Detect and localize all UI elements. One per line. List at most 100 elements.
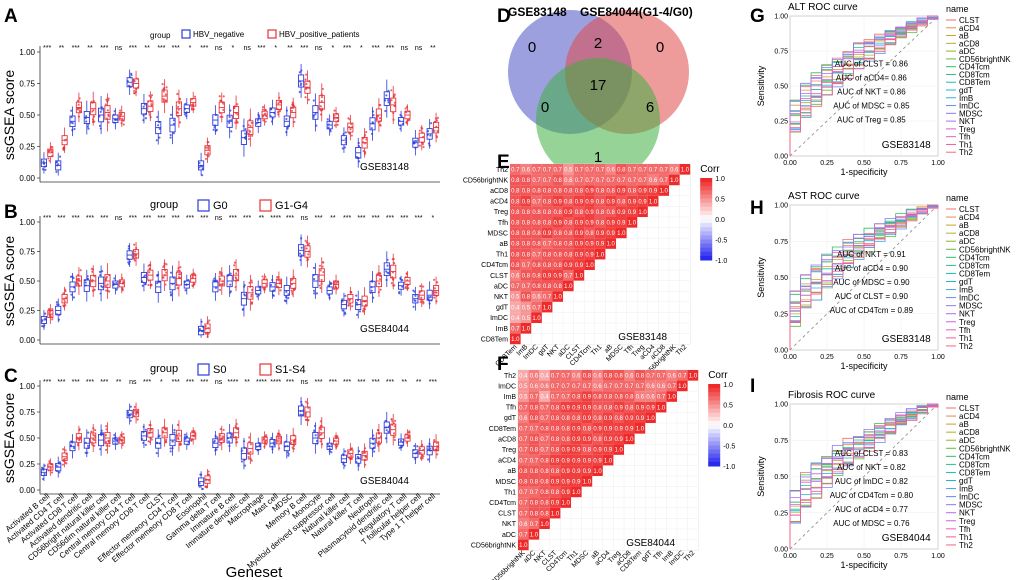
box-point xyxy=(256,121,260,124)
box-point xyxy=(57,163,60,166)
box-point xyxy=(229,109,232,112)
legend-label-1: HBV_positive_patients xyxy=(279,30,360,39)
heatmap-cell xyxy=(616,195,627,207)
heatmap-cell xyxy=(518,433,529,445)
box-point xyxy=(422,302,425,305)
legend-label-1: S1-S4 xyxy=(275,364,306,376)
box-point xyxy=(207,147,210,150)
box-point xyxy=(78,437,81,441)
box-point xyxy=(101,270,104,273)
auc-annotation: AUC of CD4Tcm = 0.80 xyxy=(830,491,914,500)
heatmap-row-label: ImB xyxy=(504,394,517,401)
heatmap-value: 0.9 xyxy=(585,252,594,258)
dataset-label: GSE84044 xyxy=(360,324,409,335)
heatmap-value: 0.7 xyxy=(596,168,605,174)
legend-label: Th2 xyxy=(959,148,973,157)
box-point xyxy=(313,292,316,295)
box-point xyxy=(147,100,150,103)
box-point xyxy=(276,285,279,288)
heatmap-cell xyxy=(518,507,529,519)
box-point xyxy=(113,437,116,440)
box-point xyxy=(206,473,210,476)
box-point xyxy=(278,100,281,104)
heatmap-cell xyxy=(528,412,540,423)
box-point xyxy=(164,428,167,431)
heatmap-cell xyxy=(584,174,595,186)
box-point xyxy=(387,99,390,102)
heatmap-value: 0.7 xyxy=(519,437,528,443)
significance-label: * xyxy=(331,45,334,52)
panel-letter-b: B xyxy=(4,202,18,223)
box-point xyxy=(200,329,204,333)
heatmap-cell xyxy=(539,454,550,466)
box-point xyxy=(163,434,166,438)
box-point xyxy=(408,431,411,434)
heatmap-cell xyxy=(531,291,542,302)
box-point xyxy=(406,287,409,290)
heatmap-cell xyxy=(510,270,521,281)
box-point xyxy=(150,104,153,108)
box-point xyxy=(279,108,282,111)
box-point xyxy=(341,300,344,303)
box-point xyxy=(312,116,315,119)
heatmap-value: 0.7 xyxy=(511,168,520,174)
significance-label: *** xyxy=(100,45,108,52)
heatmap-cell xyxy=(549,380,561,392)
box-point xyxy=(398,124,402,127)
box-point xyxy=(91,118,95,121)
colorbar-segment xyxy=(708,449,721,455)
box-point xyxy=(420,289,423,293)
heatmap-value: 0.7 xyxy=(657,395,666,401)
box-point xyxy=(134,253,138,256)
significance-label: *** xyxy=(243,215,251,222)
heatmap-value: 0.8 xyxy=(596,221,605,227)
box-point xyxy=(169,447,172,450)
y-tick-label: 1.00 xyxy=(774,14,788,21)
heatmap-value: 0.7 xyxy=(532,305,541,311)
heatmap-value: 0.7 xyxy=(543,178,552,184)
box-point xyxy=(172,276,175,279)
heatmap-cell xyxy=(528,444,540,455)
heatmap-cell xyxy=(563,185,574,196)
heatmap-value: 0.9 xyxy=(596,242,605,248)
heatmap-cell xyxy=(520,312,532,323)
box-point xyxy=(127,84,131,87)
heatmap-cell xyxy=(592,370,603,381)
heatmap-value: 0.6 xyxy=(670,168,679,174)
heatmap-cell xyxy=(541,248,553,260)
box-point xyxy=(236,278,239,282)
box-point xyxy=(133,92,136,95)
box-point xyxy=(393,262,396,265)
heatmap-value: 1.0 xyxy=(628,221,637,227)
box-point xyxy=(144,282,147,286)
heatmap-value: 0.8 xyxy=(540,501,549,507)
legend-label: Tfh xyxy=(959,326,971,335)
heatmap-value: 0.7 xyxy=(543,295,552,301)
box-point xyxy=(220,442,223,445)
box-point xyxy=(433,287,437,290)
heatmap-row-label: CD56brightNK xyxy=(471,542,516,549)
heatmap-value: 0.9 xyxy=(562,469,571,475)
box-point xyxy=(207,327,210,330)
box-point xyxy=(243,285,246,288)
box-point xyxy=(291,101,294,104)
roc-title: ALT ROC curve xyxy=(788,2,858,13)
box-point xyxy=(300,254,303,257)
roc-title: Fibrosis ROC curve xyxy=(788,390,876,401)
box-point xyxy=(43,324,46,327)
box-point xyxy=(47,157,50,160)
legend-label: Th1 xyxy=(959,533,973,542)
box-point xyxy=(100,434,103,437)
heatmap-row-label: Th2 xyxy=(504,373,516,380)
heatmap-value: 0.5 xyxy=(519,384,528,390)
heatmap-value: 1.0 xyxy=(657,405,666,411)
auc-annotation: AUC of CD4Tcm = 0.89 xyxy=(830,306,914,315)
box-point xyxy=(335,442,338,445)
box-point xyxy=(163,269,167,272)
box-point xyxy=(401,441,404,444)
colorbar-segment xyxy=(700,194,713,199)
box-point xyxy=(305,86,308,90)
box-point xyxy=(190,439,193,442)
heatmap-cell xyxy=(571,401,582,413)
heatmap-cell xyxy=(592,423,603,434)
